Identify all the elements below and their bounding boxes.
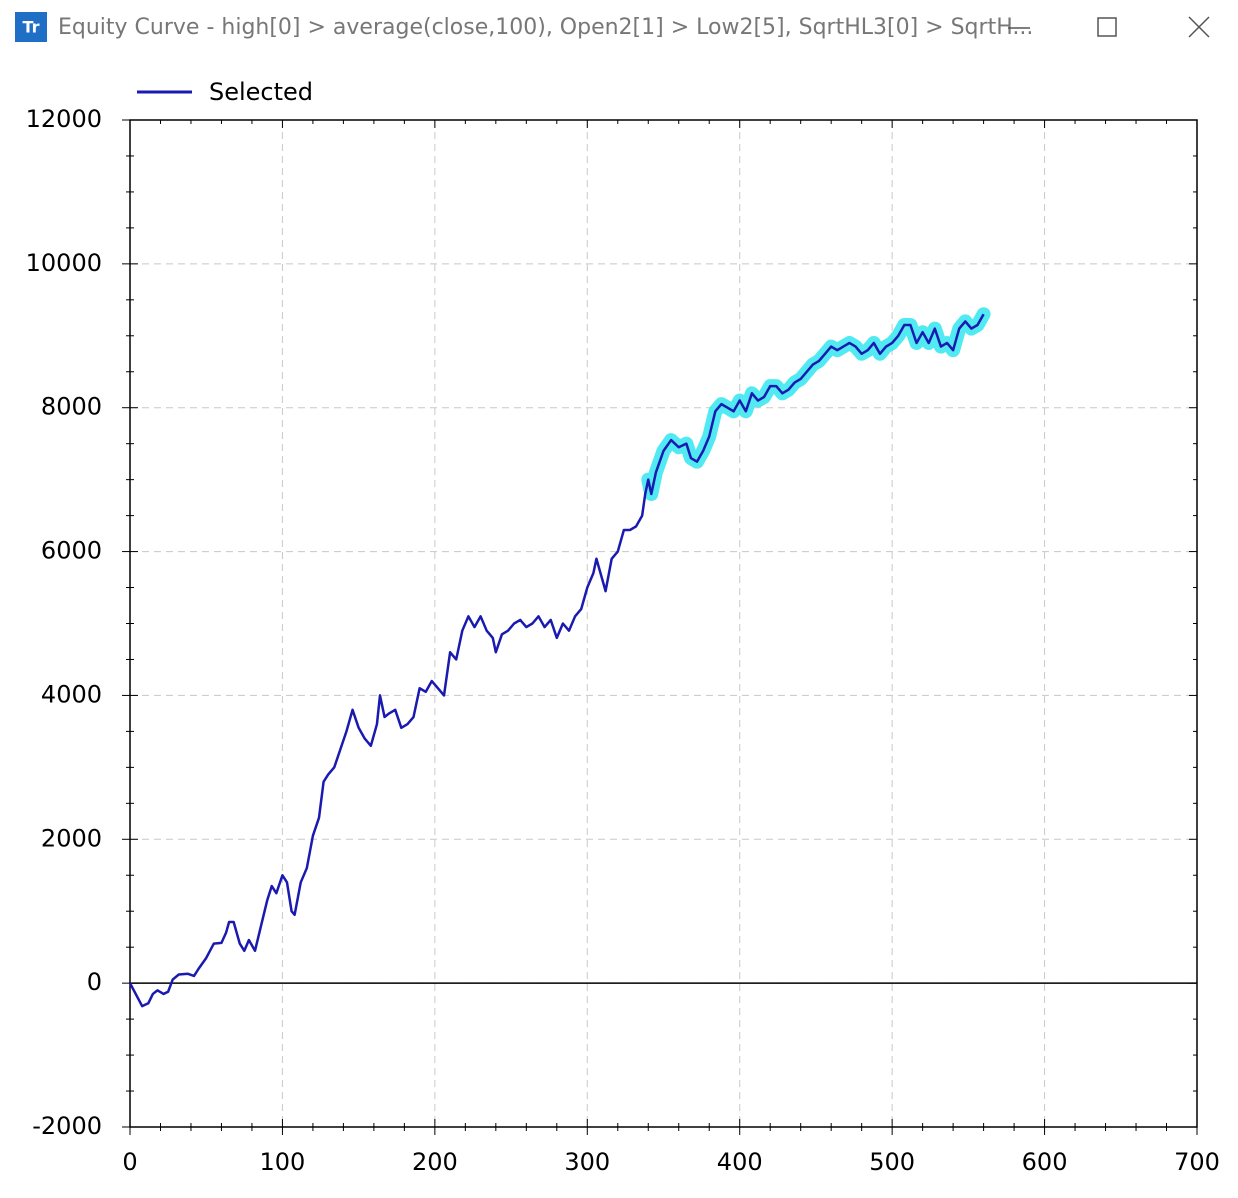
x-tick-label: 300	[564, 1148, 610, 1176]
y-tick-label: -2000	[32, 1112, 102, 1140]
app-icon-glyph: Tr	[22, 18, 39, 37]
x-tick-label: 500	[869, 1148, 915, 1176]
y-tick-label: 12000	[26, 105, 102, 133]
close-button[interactable]	[1188, 16, 1210, 38]
equity-line	[128, 313, 985, 1008]
y-tick-label: 4000	[41, 680, 102, 708]
x-tick-label: 400	[717, 1148, 763, 1176]
selection-glow	[641, 307, 991, 502]
x-tick-label: 200	[412, 1148, 458, 1176]
chart: -2000 0 2000 4000 6000 8000 10000 12000 0 100 200 3…	[26, 78, 1220, 1176]
y-tick-label: 10000	[26, 249, 102, 277]
x-tick-label: 100	[260, 1148, 306, 1176]
x-tick-label: 0	[122, 1148, 137, 1176]
y-tick-label: 8000	[41, 393, 102, 421]
window-title: Equity Curve - high[0] > average(close,1…	[58, 15, 1033, 40]
y-tick-label: 2000	[41, 824, 102, 852]
x-tick-label: 700	[1174, 1148, 1220, 1176]
x-tick-label: 600	[1022, 1148, 1068, 1176]
plot-frame	[129, 119, 1198, 1128]
app-icon	[15, 12, 47, 42]
legend-label: Selected	[209, 78, 313, 106]
y-tick-label: 6000	[41, 537, 102, 565]
y-tick-label: 0	[87, 968, 102, 996]
maximize-button[interactable]	[1097, 17, 1117, 37]
